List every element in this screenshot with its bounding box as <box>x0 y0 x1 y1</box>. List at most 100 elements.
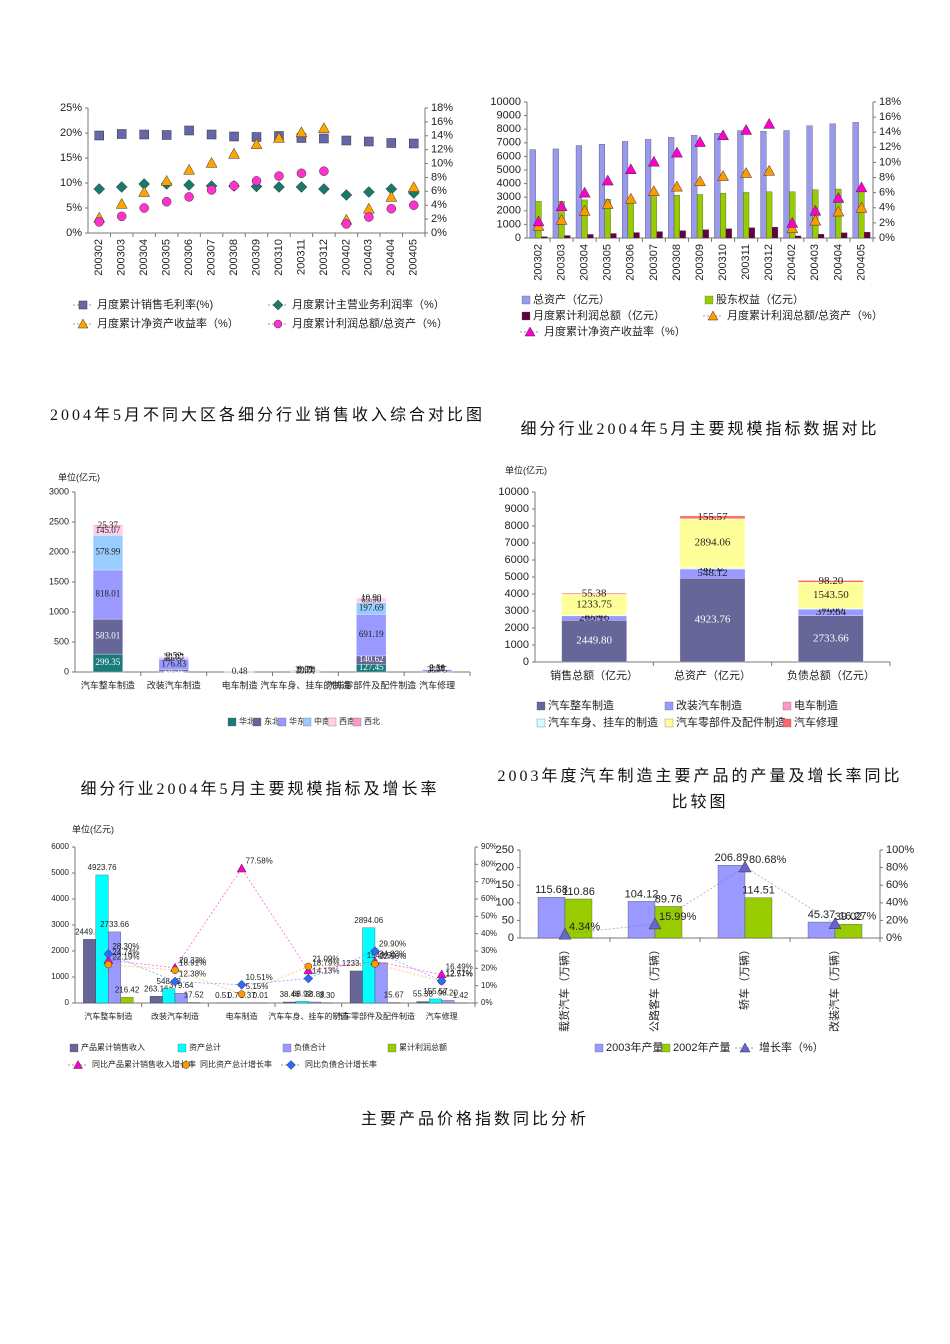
data-label: 0.37 <box>240 991 256 1000</box>
legend-marker <box>78 300 88 310</box>
data-label: 583.01 <box>96 631 121 641</box>
marker <box>296 168 307 179</box>
marker <box>103 949 114 959</box>
data-label: 2733.66 <box>813 632 849 644</box>
data-label: 98.20 <box>438 989 459 998</box>
marker <box>671 180 683 192</box>
legend-label: 东北 <box>264 716 280 726</box>
data-label: 12.57% <box>446 969 473 978</box>
tick-label: 1500 <box>49 576 69 586</box>
marker <box>386 138 397 148</box>
data-label: 216.42 <box>115 985 140 994</box>
tick-label: 6000 <box>51 842 69 851</box>
tick-label: 6000 <box>497 150 521 162</box>
legend-swatch <box>594 1043 604 1053</box>
legend-marker <box>286 1060 296 1070</box>
marker <box>319 133 329 144</box>
tick-label: 5% <box>66 202 82 214</box>
x-tick-label: 200312 <box>318 239 330 276</box>
x-tick-label: 汽车车身、挂车的制造 <box>260 679 350 690</box>
marker <box>436 976 447 986</box>
legend-label: 同比负债合计增长率 <box>305 1059 377 1069</box>
marker <box>171 966 179 974</box>
bar <box>564 235 571 239</box>
tick-label: 2% <box>879 217 895 229</box>
data-label: 89.76 <box>655 893 683 905</box>
marker <box>362 202 375 214</box>
data-label: 25.37 <box>98 520 119 530</box>
x-tick-label: 200404 <box>385 239 397 276</box>
bar <box>748 227 755 239</box>
bar <box>737 130 744 239</box>
tick-label: 6000 <box>505 554 529 566</box>
x-tick-label: 200307 <box>648 244 660 281</box>
x-tick-label: 200309 <box>250 239 262 276</box>
tick-label: 18% <box>879 96 901 108</box>
marker <box>717 129 729 140</box>
x-tick-label: 200306 <box>183 239 195 276</box>
marker <box>206 129 217 140</box>
bar <box>95 874 109 1004</box>
marker <box>578 204 591 216</box>
bar <box>852 122 859 239</box>
tick-label: 3000 <box>49 486 69 496</box>
tick-label: 1000 <box>49 606 69 616</box>
marker <box>93 183 106 195</box>
tick-label: 3000 <box>505 605 529 617</box>
x-tick-label: 200309 <box>694 244 706 281</box>
unit-label: 单位(亿元) <box>58 471 100 482</box>
x-tick-label: 200308 <box>228 239 240 276</box>
marker <box>251 176 262 186</box>
bar <box>162 988 176 1004</box>
marker <box>341 219 352 229</box>
bar <box>645 139 652 239</box>
tick-label: 4000 <box>51 894 69 903</box>
tick-label: 4% <box>879 202 895 214</box>
data-label: 114.51 <box>742 885 775 897</box>
marker <box>624 192 637 204</box>
legend-swatch <box>282 1043 292 1053</box>
marker <box>555 200 568 212</box>
data-label: 17.52 <box>184 991 205 1000</box>
data-label: 16.27% <box>839 911 877 923</box>
data-label: 12.71% <box>446 969 473 978</box>
bar-segment <box>561 593 627 595</box>
legend-label: 2002年产量 <box>673 1040 730 1054</box>
bar <box>529 149 536 239</box>
legend-swatch <box>521 295 531 305</box>
data-label: 1543.50 <box>367 951 396 960</box>
data-label: 18.79% <box>312 959 339 968</box>
legend-label: 产品累计销售收入 <box>81 1042 145 1052</box>
tick-label: 12% <box>431 144 453 156</box>
x-tick-label: 200306 <box>625 244 637 281</box>
data-label: 155.57 <box>697 511 728 523</box>
tick-label: 9000 <box>505 503 529 515</box>
marker <box>295 181 308 193</box>
legend-marker <box>73 1059 83 1069</box>
tick-label: 16% <box>879 111 901 123</box>
bar <box>858 188 865 239</box>
data-label: 38.88 <box>305 990 326 999</box>
legend-label: 汽车零部件及配件制造 <box>676 715 786 729</box>
data-label: 2894.06 <box>695 537 731 549</box>
bar <box>610 233 617 239</box>
marker <box>318 183 330 195</box>
legend-swatch <box>782 718 792 728</box>
x-tick-label: 200310 <box>717 244 729 281</box>
data-label: 110.86 <box>562 886 595 898</box>
tick-label: 0% <box>886 932 902 944</box>
marker <box>855 181 868 193</box>
bar-segment <box>679 518 746 568</box>
marker <box>763 117 776 129</box>
data-label: 14.13% <box>312 967 339 976</box>
data-label: 20.33% <box>179 956 206 965</box>
marker <box>170 976 180 987</box>
unit-label: 单位(亿元) <box>72 823 114 834</box>
data-label: 39.02 <box>835 911 863 923</box>
bar <box>864 232 871 239</box>
bar-segment <box>92 524 123 527</box>
bar <box>308 1001 321 1004</box>
marker <box>116 129 127 139</box>
tick-label: 0 <box>64 666 69 676</box>
